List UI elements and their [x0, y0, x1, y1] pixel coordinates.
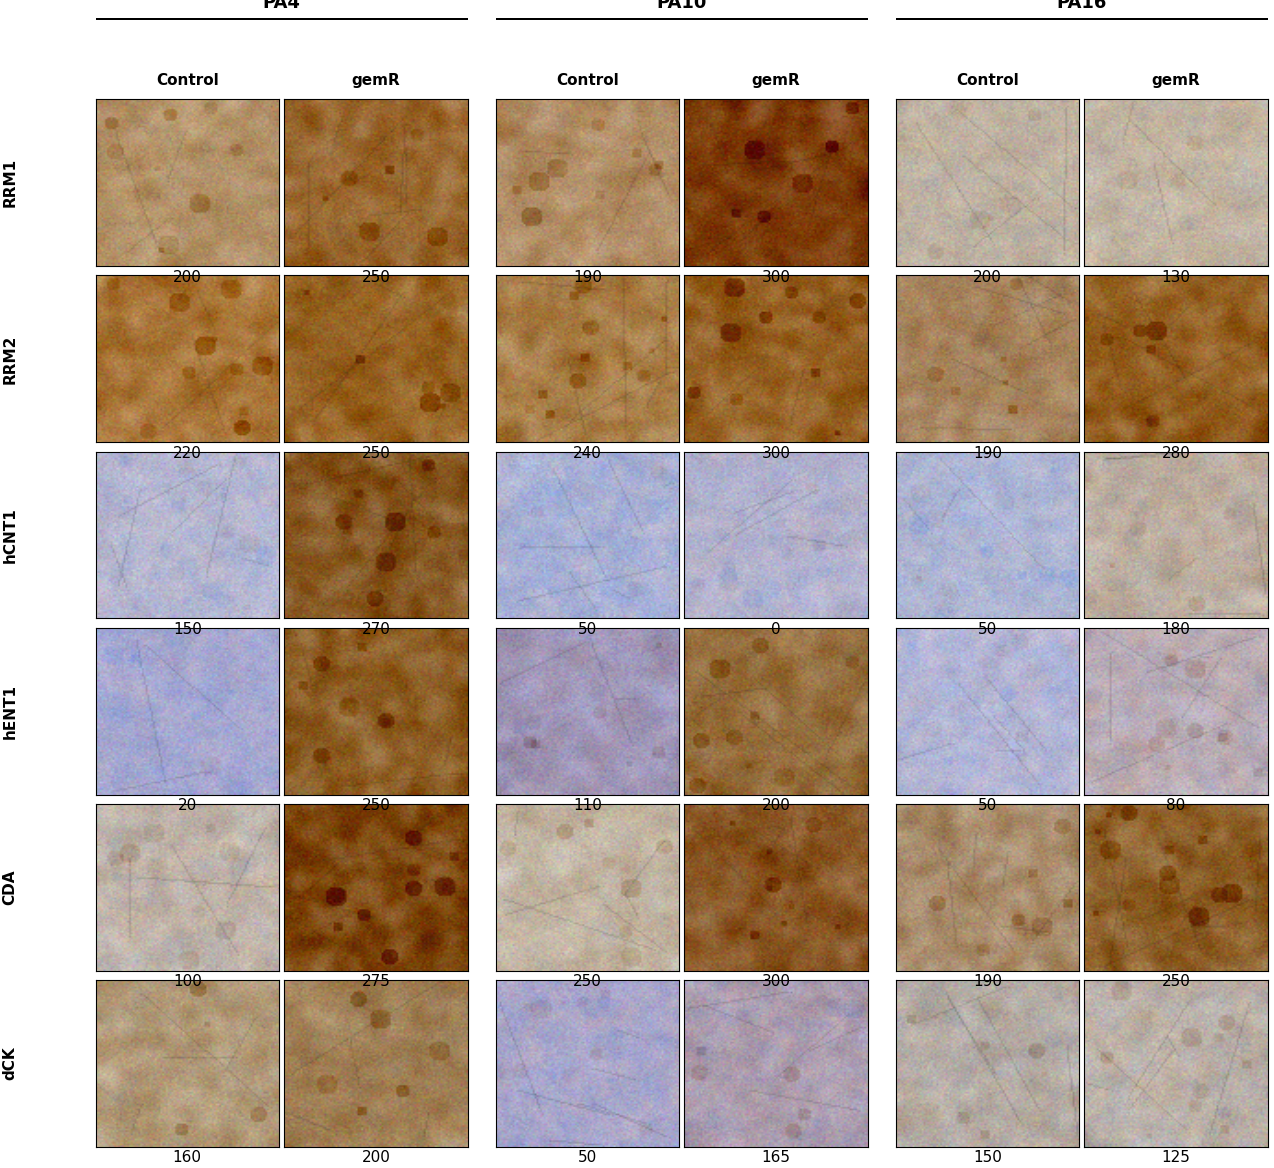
Text: 250: 250: [1162, 974, 1190, 989]
Text: 300: 300: [762, 974, 790, 989]
Text: 160: 160: [173, 1150, 201, 1166]
Text: 250: 250: [362, 270, 390, 285]
Text: RRM1: RRM1: [3, 158, 18, 207]
Text: 150: 150: [973, 1150, 1001, 1166]
Text: 50: 50: [577, 621, 598, 637]
Text: 150: 150: [173, 621, 201, 637]
Text: 50: 50: [577, 1150, 598, 1166]
Text: hENT1: hENT1: [3, 683, 18, 738]
Text: 220: 220: [173, 446, 201, 461]
Text: 0: 0: [771, 621, 781, 637]
Text: 200: 200: [973, 270, 1001, 285]
Text: 250: 250: [362, 446, 390, 461]
Text: 80: 80: [1166, 798, 1186, 813]
Text: Control: Control: [155, 72, 219, 88]
Text: 190: 190: [573, 270, 601, 285]
Text: PA10: PA10: [656, 0, 707, 12]
Text: Control: Control: [555, 72, 619, 88]
Text: 270: 270: [362, 621, 390, 637]
Text: 180: 180: [1162, 621, 1190, 637]
Text: 240: 240: [573, 446, 601, 461]
Text: 190: 190: [973, 974, 1001, 989]
Text: PA4: PA4: [262, 0, 301, 12]
Text: 200: 200: [173, 270, 201, 285]
Text: 100: 100: [173, 974, 201, 989]
Text: 200: 200: [362, 1150, 390, 1166]
Text: 50: 50: [977, 621, 998, 637]
Text: gemR: gemR: [752, 72, 800, 88]
Text: hCNT1: hCNT1: [3, 507, 18, 563]
Text: 280: 280: [1162, 446, 1190, 461]
Text: gemR: gemR: [1152, 72, 1200, 88]
Text: gemR: gemR: [352, 72, 400, 88]
Text: 20: 20: [177, 798, 197, 813]
Text: 165: 165: [762, 1150, 790, 1166]
Text: 275: 275: [362, 974, 390, 989]
Text: 190: 190: [973, 446, 1001, 461]
Text: 250: 250: [573, 974, 601, 989]
Text: 130: 130: [1162, 270, 1190, 285]
Text: 300: 300: [762, 270, 790, 285]
Text: 300: 300: [762, 446, 790, 461]
Text: Control: Control: [956, 72, 1019, 88]
Text: 110: 110: [573, 798, 601, 813]
Text: dCK: dCK: [3, 1047, 18, 1080]
Text: RRM2: RRM2: [3, 334, 18, 383]
Text: 200: 200: [762, 798, 790, 813]
Text: 125: 125: [1162, 1150, 1190, 1166]
Text: PA16: PA16: [1056, 0, 1107, 12]
Text: 250: 250: [362, 798, 390, 813]
Text: 50: 50: [977, 798, 998, 813]
Text: CDA: CDA: [3, 870, 18, 905]
